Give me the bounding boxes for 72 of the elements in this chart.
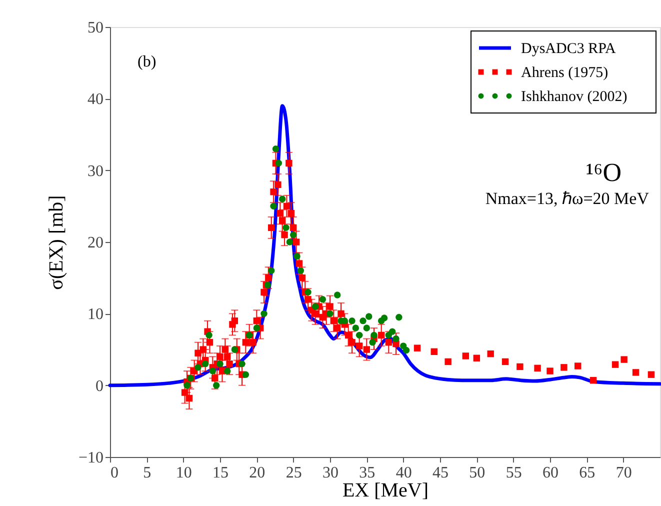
point	[366, 313, 372, 320]
y-tick-label: 40	[88, 91, 104, 108]
y-tick-label: −10	[78, 450, 104, 466]
point	[326, 310, 334, 318]
point	[392, 335, 400, 342]
point	[380, 314, 388, 322]
point	[369, 338, 376, 346]
y-tick-label: 0	[96, 378, 104, 395]
x-tick-label: 45	[432, 464, 448, 482]
x-tick-label: 0	[110, 464, 118, 482]
annotation: Nmax=13, ℏω=20 MeV	[485, 189, 650, 208]
x-tick-label: 15	[212, 464, 228, 482]
point	[216, 360, 224, 368]
point	[360, 317, 366, 324]
annotation: (b)	[138, 53, 156, 70]
x-tick-label: 25	[286, 464, 302, 482]
x-tick-label: 50	[469, 464, 486, 482]
legend-label: Ahrens (1975)	[521, 65, 608, 81]
x-tick-label: 20	[249, 464, 266, 482]
point	[260, 310, 268, 318]
point	[370, 332, 378, 339]
point	[396, 314, 402, 321]
x-tick-label: 70	[616, 464, 632, 482]
point	[224, 368, 231, 374]
x-axis-title: EX [MeV]	[342, 480, 429, 502]
point	[297, 267, 304, 274]
x-tick-label: 5	[143, 464, 152, 482]
point	[253, 324, 260, 332]
y-tick-label: 30	[88, 162, 104, 180]
point	[272, 145, 280, 152]
x-tick-label: 40	[396, 464, 412, 482]
x-tick-label: 35	[359, 464, 376, 482]
point	[231, 346, 238, 353]
point	[184, 382, 190, 389]
point	[202, 360, 209, 368]
y-tick-label: 20	[88, 234, 104, 252]
point	[209, 368, 216, 374]
point	[286, 238, 294, 246]
point	[348, 317, 356, 324]
point	[270, 202, 277, 210]
point	[212, 382, 220, 389]
annotation: ¹⁶O	[586, 158, 622, 188]
point	[275, 160, 282, 167]
point	[194, 364, 202, 371]
legend-label: Ishkhanov (2002)	[521, 89, 628, 105]
point	[402, 346, 410, 354]
y-tick-label: 10	[88, 306, 104, 324]
point	[352, 324, 360, 332]
point	[282, 224, 290, 232]
line-series	[108, 104, 661, 388]
point	[278, 196, 286, 202]
x-tick-label: 30	[322, 464, 338, 482]
y-tick-label: 50	[88, 20, 104, 36]
x-tick-label: 65	[579, 464, 596, 482]
point	[363, 324, 370, 332]
point	[290, 231, 297, 238]
point	[334, 292, 341, 298]
point	[388, 328, 396, 335]
y-axis-title: σ(EX) [mb]	[45, 195, 68, 290]
point	[319, 296, 326, 303]
x-tick-label: 60	[542, 464, 558, 482]
point	[312, 303, 319, 310]
point	[268, 267, 275, 274]
legend-label: DysADC3 RPA	[521, 41, 616, 57]
point	[294, 252, 300, 260]
point	[304, 288, 312, 296]
point	[206, 332, 212, 339]
point	[356, 332, 363, 339]
point	[242, 371, 250, 378]
point	[238, 360, 246, 368]
x-tick-label: 55	[506, 464, 522, 482]
x-tick-label: 10	[176, 464, 192, 482]
